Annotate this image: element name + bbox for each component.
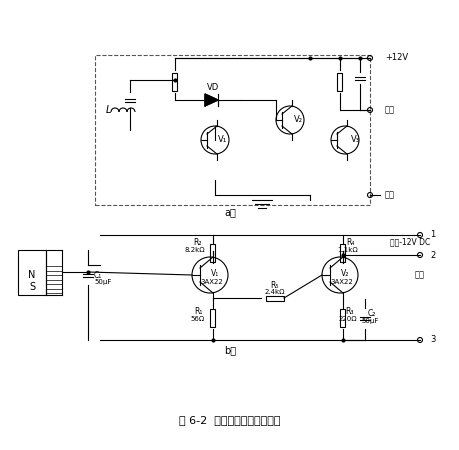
Text: 8.2kΩ: 8.2kΩ (184, 247, 205, 253)
Text: C₁: C₁ (94, 270, 102, 279)
Text: 3AX22: 3AX22 (200, 279, 223, 285)
Text: 输出: 输出 (414, 270, 424, 279)
Text: V₃: V₃ (350, 135, 359, 144)
Bar (340, 244, 345, 262)
Text: 1.1kΩ: 1.1kΩ (337, 247, 358, 253)
Text: V₁: V₁ (210, 269, 218, 278)
Text: 2: 2 (429, 251, 434, 260)
Text: VD: VD (207, 84, 218, 93)
Text: V₁: V₁ (218, 135, 227, 144)
Text: 图 6-2  前置放大器电气原理图: 图 6-2 前置放大器电气原理图 (179, 415, 280, 425)
Text: S: S (29, 282, 35, 292)
Text: C₂: C₂ (367, 310, 375, 319)
Bar (340, 309, 345, 327)
Bar (210, 309, 215, 327)
Text: 电源-12V DC: 电源-12V DC (389, 238, 429, 247)
Text: 接地: 接地 (384, 190, 394, 199)
Text: R₁: R₁ (193, 307, 202, 316)
Bar (337, 73, 342, 91)
Text: 1: 1 (429, 230, 434, 239)
Text: R₂: R₂ (193, 238, 202, 248)
Bar (265, 296, 283, 301)
Text: L: L (105, 105, 111, 115)
Text: R₃: R₃ (345, 307, 353, 316)
Text: 3: 3 (429, 336, 434, 345)
Text: 50μF: 50μF (360, 318, 378, 324)
Text: a）: a） (224, 207, 235, 217)
Text: 信号: 信号 (384, 105, 394, 114)
Text: R₄: R₄ (345, 238, 353, 248)
Text: V₂: V₂ (340, 269, 348, 278)
Text: 3AX22: 3AX22 (330, 279, 353, 285)
Text: V₂: V₂ (293, 116, 302, 125)
Bar (18, 250, 46, 295)
Polygon shape (205, 94, 218, 106)
Bar (95, 55, 369, 205)
Bar (172, 73, 177, 91)
Text: +12V: +12V (384, 54, 407, 63)
Text: b）: b） (224, 345, 235, 355)
Text: 50μF: 50μF (94, 279, 111, 285)
Bar (210, 244, 215, 262)
Text: 220Ω: 220Ω (338, 316, 357, 322)
Text: N: N (28, 270, 36, 280)
Text: 56Ω: 56Ω (190, 316, 205, 322)
Text: 2.4kΩ: 2.4kΩ (264, 289, 285, 295)
Text: R₅: R₅ (270, 282, 279, 291)
